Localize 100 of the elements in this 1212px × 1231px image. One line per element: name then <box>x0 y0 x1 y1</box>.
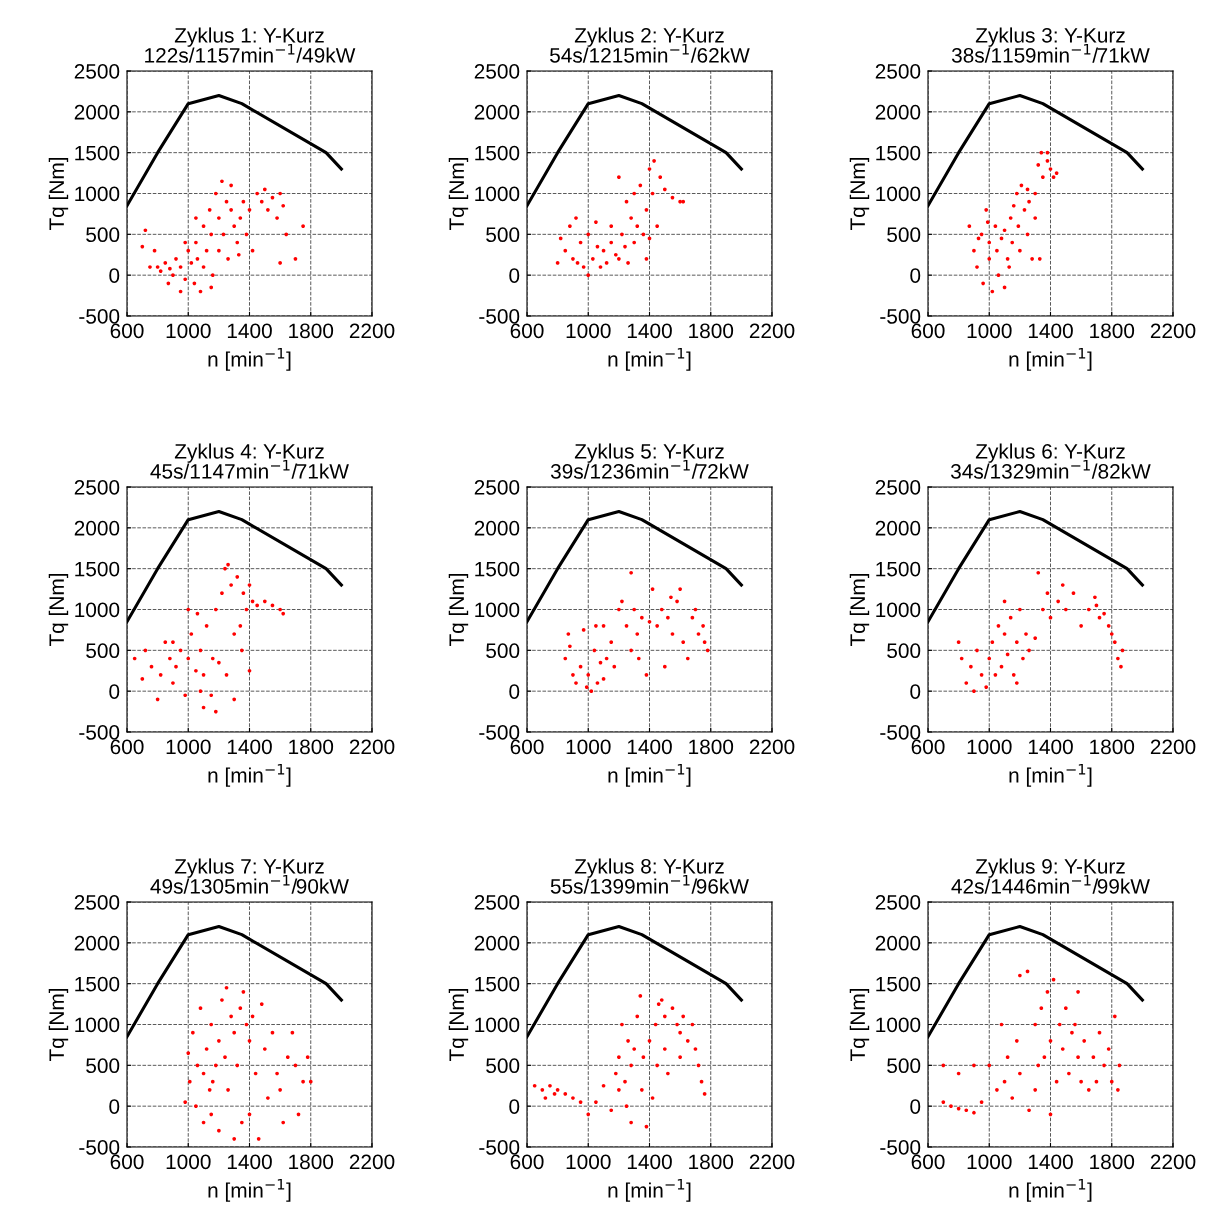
point <box>204 1047 209 1051</box>
point <box>1011 673 1016 677</box>
y-tick-label: 2000 <box>875 520 921 536</box>
point <box>1014 1039 1019 1043</box>
point <box>210 273 215 277</box>
point <box>232 632 237 636</box>
y-tick-label: 1500 <box>475 561 520 577</box>
point <box>617 607 621 612</box>
point <box>220 998 224 1002</box>
y-tick-label: 1500 <box>75 145 120 161</box>
point <box>194 1104 198 1108</box>
point <box>617 1088 621 1092</box>
point <box>1022 208 1027 212</box>
point <box>629 648 633 653</box>
x-tick-label: 2200 <box>349 323 395 339</box>
point <box>293 1063 298 1068</box>
point <box>220 591 224 595</box>
point <box>571 257 575 261</box>
point <box>975 265 979 269</box>
x-tick-label: 1000 <box>166 323 211 339</box>
point <box>235 240 240 245</box>
point <box>1048 167 1053 171</box>
point <box>1005 1055 1010 1059</box>
point <box>685 1039 690 1043</box>
point <box>647 167 652 171</box>
y-tick-label: 2000 <box>474 104 520 120</box>
point <box>575 261 580 265</box>
point <box>213 1063 218 1068</box>
point <box>987 656 992 661</box>
point <box>990 289 995 294</box>
point <box>566 632 571 636</box>
y-tick-label: 2500 <box>875 480 921 495</box>
y-tick-label: 500 <box>86 643 120 659</box>
point <box>241 990 246 994</box>
point <box>238 1006 243 1010</box>
y-tick-label: 2000 <box>474 520 520 536</box>
point <box>662 664 667 669</box>
point <box>623 1079 627 1084</box>
point <box>1018 607 1022 612</box>
point <box>563 656 568 661</box>
point <box>262 599 267 604</box>
point <box>641 1055 646 1059</box>
point <box>1033 1088 1038 1092</box>
point <box>995 1088 999 1092</box>
x-tick-label: 1800 <box>289 739 334 755</box>
point <box>979 673 984 677</box>
point <box>571 1096 575 1100</box>
point <box>1045 591 1050 595</box>
point <box>993 673 998 677</box>
point <box>236 252 241 257</box>
point <box>1014 681 1019 685</box>
point <box>195 1063 200 1068</box>
x-tick-label: 1000 <box>566 323 611 339</box>
point <box>244 232 249 237</box>
point <box>194 240 198 245</box>
point <box>609 224 614 228</box>
y-tick-label: 1500 <box>876 561 921 577</box>
x-tick-label: 1800 <box>689 739 734 755</box>
point <box>563 248 568 253</box>
point <box>586 673 591 677</box>
point <box>1027 1108 1031 1113</box>
y-axis-title: Tq [Nm] <box>48 157 69 231</box>
point <box>158 673 163 677</box>
point <box>644 208 649 212</box>
point <box>644 673 649 677</box>
point <box>581 265 586 269</box>
x-tick-label: 1800 <box>1090 739 1135 755</box>
point <box>1041 607 1045 612</box>
y-tick-label: 1000 <box>876 186 921 202</box>
x-axis-title: n [min$^{−1}$] <box>1009 763 1092 787</box>
point <box>201 265 206 269</box>
point <box>670 1006 675 1010</box>
point <box>1010 1096 1015 1100</box>
point <box>609 1108 614 1113</box>
point <box>262 187 267 192</box>
x-tick-label: 600 <box>911 1154 945 1170</box>
point <box>681 1014 686 1019</box>
point <box>604 261 609 265</box>
y-tick-label: 0 <box>109 1099 120 1114</box>
point <box>281 611 286 616</box>
point <box>638 183 643 188</box>
x-tick-label: 1400 <box>627 739 672 755</box>
point <box>568 224 572 228</box>
point <box>635 632 640 636</box>
point <box>555 1088 560 1092</box>
y-tick-label: 2500 <box>74 480 120 495</box>
point <box>626 261 630 265</box>
point <box>589 689 594 693</box>
y-tick-label: 2500 <box>875 64 921 79</box>
point <box>985 220 990 224</box>
y-tick-label: 500 <box>887 643 921 659</box>
x-tick-label: 1800 <box>689 323 734 339</box>
x-tick-label: 2200 <box>1150 739 1196 755</box>
x-tick-label: 1400 <box>227 739 272 755</box>
y-tick-label: 500 <box>86 227 120 243</box>
x-tick-label: 1400 <box>227 1154 272 1170</box>
point <box>229 183 233 188</box>
point <box>1097 1030 1102 1035</box>
point <box>183 277 188 282</box>
point <box>996 273 1001 277</box>
